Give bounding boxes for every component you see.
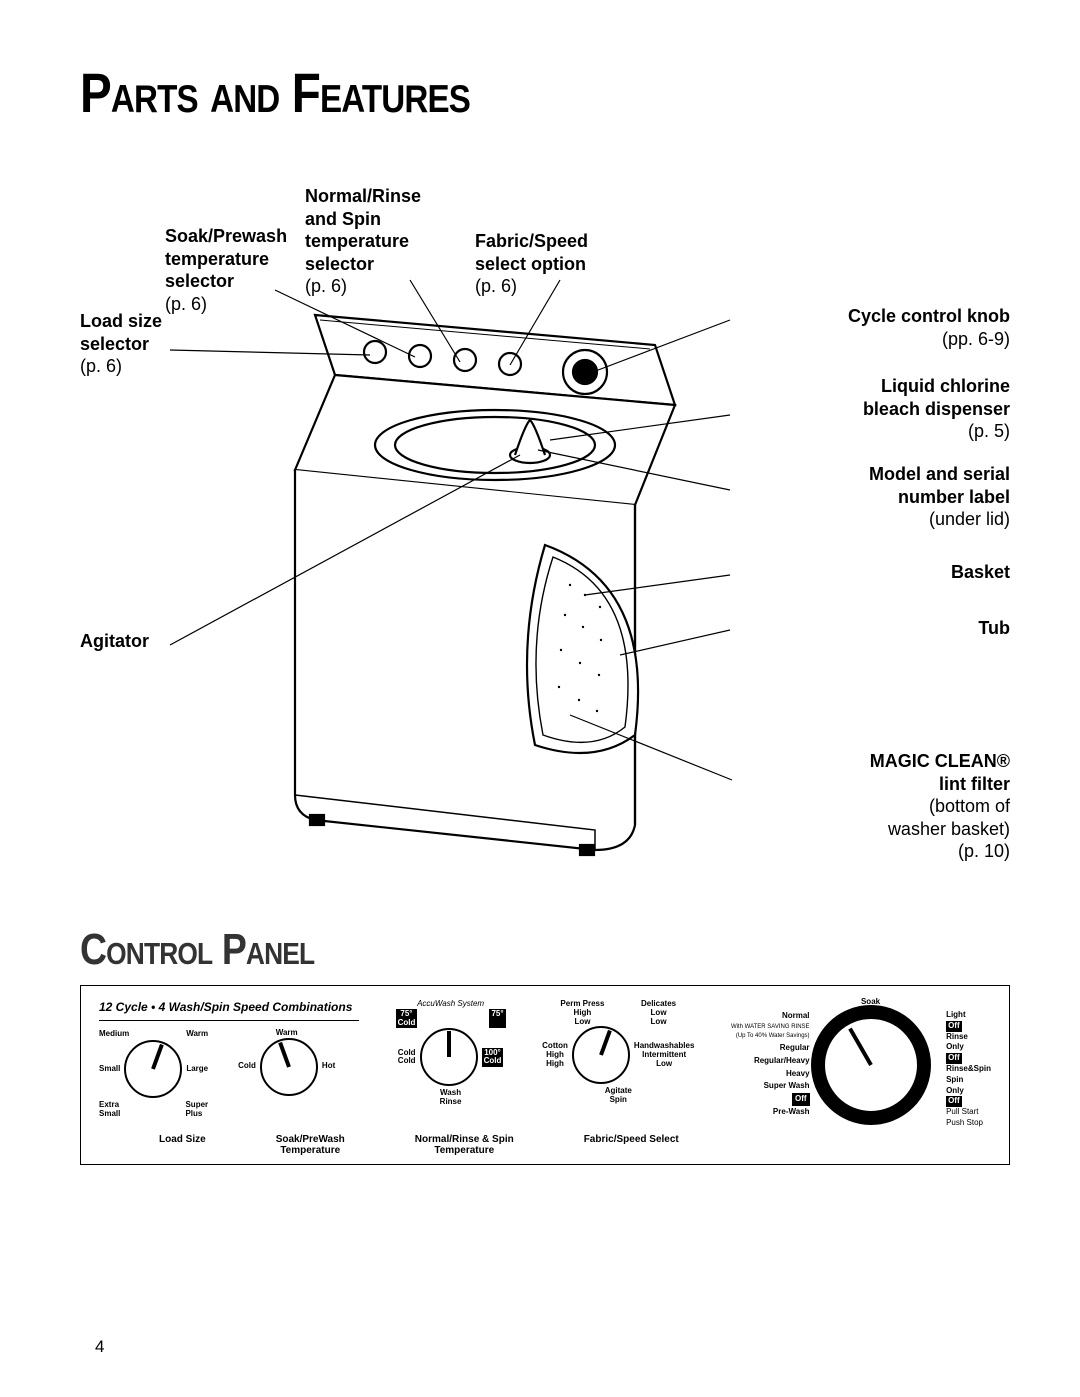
cycle-left-labels: Normal With WATER SAVING RINSE (Up To 40… (731, 1010, 810, 1119)
page-number: 4 (95, 1337, 104, 1357)
callout-ref: (p. 6) (165, 294, 207, 314)
page-title: Parts and Features (80, 60, 871, 125)
opt: Small (99, 1065, 120, 1074)
washer-illustration (235, 275, 735, 875)
knob-label: Fabric/Speed Select (584, 1134, 679, 1156)
opt: With WATER SAVING RINSE (Up To 40% Water… (731, 1023, 810, 1042)
opt: Extra Small (99, 1100, 120, 1118)
callout-title: Cycle control knob (848, 306, 1010, 326)
callout-ref: (bottom of washer basket) (p. 10) (888, 796, 1010, 861)
opt: Warm (276, 1029, 298, 1038)
opt: Hot (322, 1062, 335, 1071)
opt: 100° Cold (482, 1048, 504, 1068)
opt: Regular/Heavy (731, 1055, 810, 1068)
callout-bleach: Liquid chlorine bleach dispenser (p. 5) (863, 375, 1010, 443)
callout-magic-clean: MAGIC CLEAN® lint filter (bottom of wash… (870, 750, 1010, 863)
callout-fabric-speed: Fabric/Speed select option (p. 6) (475, 230, 588, 298)
callout-model-serial: Model and serial number label (under lid… (869, 463, 1010, 531)
opt: 75° (489, 1009, 505, 1029)
soak-prewash-knob-group: Warm Cold Hot (238, 1029, 335, 1118)
opt: Handwashables Intermittent Low (634, 1042, 694, 1068)
opt: 75° Cold (396, 1009, 418, 1029)
panel-header-text: 12 Cycle • 4 Wash/Spin Speed Combination… (99, 1000, 359, 1014)
opt: Cold (238, 1062, 256, 1071)
opt: Super Wash (731, 1080, 810, 1093)
panel-knob-labels: Load Size Soak/PreWash Temperature Norma… (99, 1134, 991, 1156)
opt: Medium (99, 1029, 129, 1038)
opt: Agitate Spin (605, 1087, 632, 1105)
opt: Light (946, 1010, 991, 1021)
callout-title: Basket (951, 562, 1010, 582)
opt: Off (946, 1021, 962, 1032)
cycle-right-labels: Light Off Rinse Only Off Rinse&Spin Spin… (946, 1010, 991, 1129)
callout-ref: (under lid) (929, 509, 1010, 529)
normal-rinse-knob-group: AccuWash System 75° Cold 75° Cold Cold 10… (396, 1000, 506, 1107)
callout-ref: (pp. 6-9) (942, 329, 1010, 349)
opt: Cotton High High (542, 1042, 568, 1068)
callout-title: Agitator (80, 631, 149, 651)
callout-title: Fabric/Speed select option (475, 231, 588, 274)
opt: Off (946, 1053, 962, 1064)
opt: Rinse&Spin (946, 1064, 991, 1075)
callout-title: Liquid chlorine bleach dispenser (863, 376, 1010, 419)
knob-label: Normal/Rinse & Spin Temperature (415, 1134, 514, 1156)
callout-title: MAGIC CLEAN® lint filter (870, 751, 1010, 794)
callout-title: Load size selector (80, 311, 162, 354)
callout-ref: (p. 6) (305, 276, 347, 296)
callout-ref: (p. 5) (968, 421, 1010, 441)
callout-load-size: Load size selector (p. 6) (80, 310, 162, 378)
opt: Off (946, 1096, 962, 1107)
accuwash-label: AccuWash System (417, 1000, 484, 1009)
control-panel-diagram: 12 Cycle • 4 Wash/Spin Speed Combination… (80, 985, 1010, 1165)
fabric-speed-knob (572, 1026, 630, 1084)
opt: Pull Start Push Stop (946, 1107, 991, 1129)
callout-title: Normal/Rinse and Spin temperature select… (305, 186, 421, 274)
callout-soak-prewash: Soak/Prewash temperature selector (p. 6) (165, 225, 287, 315)
knob-label: Soak/PreWash Temperature (276, 1134, 345, 1156)
opt: Warm (186, 1029, 208, 1038)
fabric-speed-knob-group: Perm Press High Low Delicates Low Low Co… (542, 1000, 694, 1105)
callout-tub: Tub (978, 617, 1010, 640)
load-size-knob (124, 1040, 182, 1098)
opt: Super Plus (185, 1100, 208, 1118)
callout-title: Tub (978, 618, 1010, 638)
callout-basket: Basket (951, 561, 1010, 584)
soak-prewash-knob (260, 1038, 318, 1096)
opt: Delicates Low Low (641, 1000, 676, 1026)
callout-agitator: Agitator (80, 630, 149, 653)
opt: Normal (731, 1010, 810, 1023)
load-size-knob-group: Medium Warm Small Large Extra Small Super … (99, 1029, 208, 1118)
opt: Off (792, 1093, 810, 1106)
opt: Cold Cold (398, 1049, 416, 1067)
opt: Heavy (731, 1068, 810, 1081)
opt: Perm Press High Low (560, 1000, 604, 1026)
opt: Spin Only (946, 1075, 991, 1097)
opt: Regular (731, 1042, 810, 1055)
callout-normal-rinse: Normal/Rinse and Spin temperature select… (305, 185, 421, 298)
normal-rinse-knob (420, 1028, 478, 1086)
callout-title: Model and serial number label (869, 464, 1010, 507)
callout-ref: (p. 6) (475, 276, 517, 296)
opt: Soak (861, 997, 880, 1006)
callout-cycle-knob: Cycle control knob (pp. 6-9) (848, 305, 1010, 350)
parts-diagram: Load size selector (p. 6) Soak/Prewash t… (80, 155, 1010, 895)
knob-label: Load Size (159, 1134, 206, 1156)
control-panel-heading: Control Panel (80, 925, 871, 975)
opt: Pre-Wash (731, 1106, 810, 1119)
callout-title: Soak/Prewash temperature selector (165, 226, 287, 291)
opt: Rinse Only (946, 1032, 991, 1054)
callout-ref: (p. 6) (80, 356, 122, 376)
opt: Large (186, 1065, 208, 1074)
cycle-control-knob (811, 1005, 931, 1125)
opt: Wash Rinse (440, 1089, 462, 1107)
